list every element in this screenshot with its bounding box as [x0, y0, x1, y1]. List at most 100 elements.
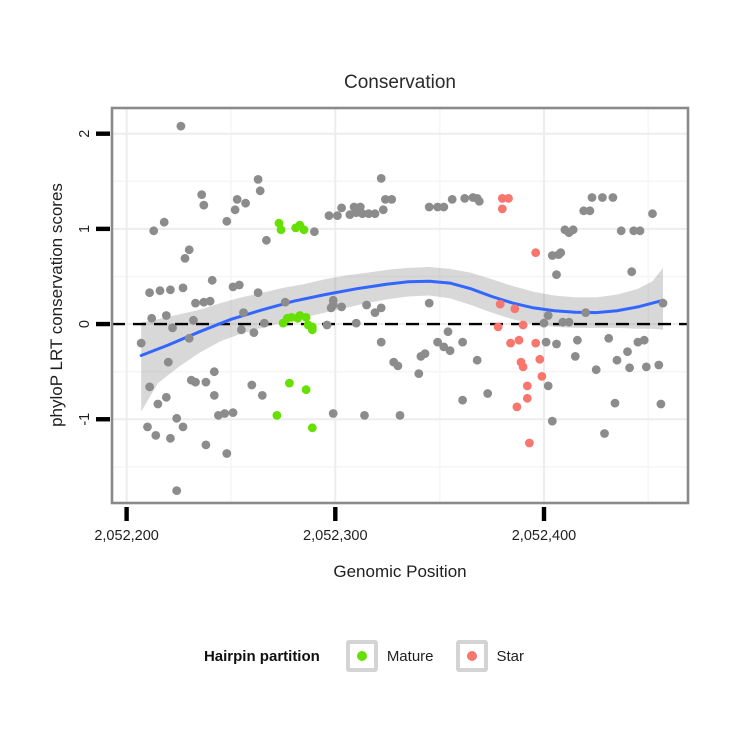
- data-point-other: [445, 346, 455, 356]
- data-point-other: [552, 339, 561, 349]
- data-point-star: [522, 381, 532, 391]
- data-point-other: [149, 226, 159, 236]
- data-point-other: [351, 318, 361, 328]
- data-point-other: [147, 313, 157, 323]
- data-point-star: [493, 322, 503, 332]
- data-point-star: [504, 194, 513, 203]
- data-point-other: [161, 392, 171, 402]
- legend-title: Hairpin partition: [203, 647, 320, 665]
- data-point-other: [579, 206, 589, 216]
- legend: Hairpin partition Mature Star: [0, 640, 750, 672]
- data-point-other: [573, 335, 582, 345]
- data-point-other: [328, 295, 338, 305]
- data-point-mature: [307, 325, 317, 335]
- data-point-other: [433, 337, 442, 347]
- data-point-other: [393, 361, 403, 371]
- data-point-other: [253, 175, 263, 184]
- data-point-other: [220, 409, 230, 418]
- data-point-other: [262, 235, 271, 245]
- data-point-other: [159, 217, 169, 227]
- data-point-star: [495, 299, 505, 309]
- data-point-other: [414, 369, 424, 378]
- x-axis-tick: [333, 507, 338, 521]
- data-point-other: [207, 275, 217, 285]
- data-point-other: [163, 357, 173, 367]
- data-point-other: [447, 195, 457, 204]
- data-point-other: [627, 267, 637, 277]
- data-point-star: [525, 438, 534, 448]
- data-point-other: [424, 202, 434, 212]
- data-point-other: [623, 347, 632, 357]
- data-point-star: [531, 248, 541, 258]
- data-point-mature: [301, 313, 311, 322]
- data-point-other: [222, 216, 232, 226]
- data-point-other: [641, 362, 651, 372]
- data-point-other: [145, 382, 155, 392]
- data-point-star: [537, 372, 547, 381]
- y-axis-tick: [96, 131, 110, 136]
- data-point-other: [241, 198, 251, 208]
- data-point-other: [161, 311, 171, 320]
- data-point-other: [364, 209, 374, 219]
- data-point-mature: [307, 423, 317, 433]
- data-point-other: [439, 202, 449, 212]
- data-point-other: [547, 251, 557, 260]
- data-point-other: [230, 205, 240, 215]
- x-axis-tick: [124, 507, 129, 521]
- legend-items: Mature Star: [345, 640, 546, 672]
- data-point-other: [552, 270, 561, 279]
- data-point-other: [458, 337, 467, 347]
- data-point-other: [172, 413, 182, 423]
- data-point-other: [228, 408, 238, 417]
- y-axis-tick-label: 2: [77, 130, 93, 138]
- y-axis-tick-label: 1: [77, 225, 93, 233]
- data-point-other: [155, 286, 165, 296]
- data-point-other: [209, 391, 219, 400]
- data-point-star: [512, 402, 522, 412]
- data-point-other: [460, 194, 470, 203]
- data-point-other: [197, 190, 207, 200]
- plot-title: Conservation: [344, 72, 456, 93]
- x-axis-title: Genomic Position: [333, 562, 467, 581]
- data-point-other: [136, 338, 146, 348]
- data-point-other: [333, 211, 342, 221]
- data-point-other: [328, 409, 338, 418]
- data-point-other: [205, 296, 215, 306]
- data-point-star: [497, 204, 507, 214]
- data-point-other: [547, 416, 557, 426]
- data-point-other: [324, 211, 334, 221]
- data-point-other: [209, 367, 219, 377]
- data-point-other: [322, 320, 332, 330]
- data-point-other: [253, 288, 263, 298]
- data-point-other: [443, 327, 453, 337]
- data-point-other: [376, 337, 386, 347]
- panel-border: [110, 106, 690, 505]
- data-point-other: [378, 205, 388, 215]
- data-point-star: [535, 354, 545, 364]
- x-axis-tick-label: 2,052,400: [512, 528, 577, 544]
- data-point-other: [255, 186, 265, 196]
- data-point-mature: [285, 378, 294, 388]
- data-point-other: [424, 298, 434, 308]
- data-point-other: [381, 195, 390, 204]
- data-point-other: [656, 399, 666, 409]
- data-point-other: [178, 422, 188, 432]
- data-point-other: [362, 300, 371, 310]
- data-point-star: [522, 393, 532, 403]
- data-point-other: [280, 297, 290, 307]
- data-point-other: [143, 422, 152, 432]
- data-point-star: [497, 194, 507, 203]
- data-point-other: [581, 308, 591, 317]
- data-point-other: [600, 429, 609, 438]
- legend-dot-icon: [466, 651, 477, 661]
- data-point-other: [629, 226, 639, 236]
- data-point-other: [658, 298, 668, 308]
- data-point-other: [259, 318, 269, 328]
- data-point-other: [439, 342, 449, 352]
- data-point-other: [145, 288, 155, 298]
- data-point-other: [610, 398, 620, 408]
- data-point-other: [598, 193, 607, 202]
- data-point-other: [310, 227, 319, 237]
